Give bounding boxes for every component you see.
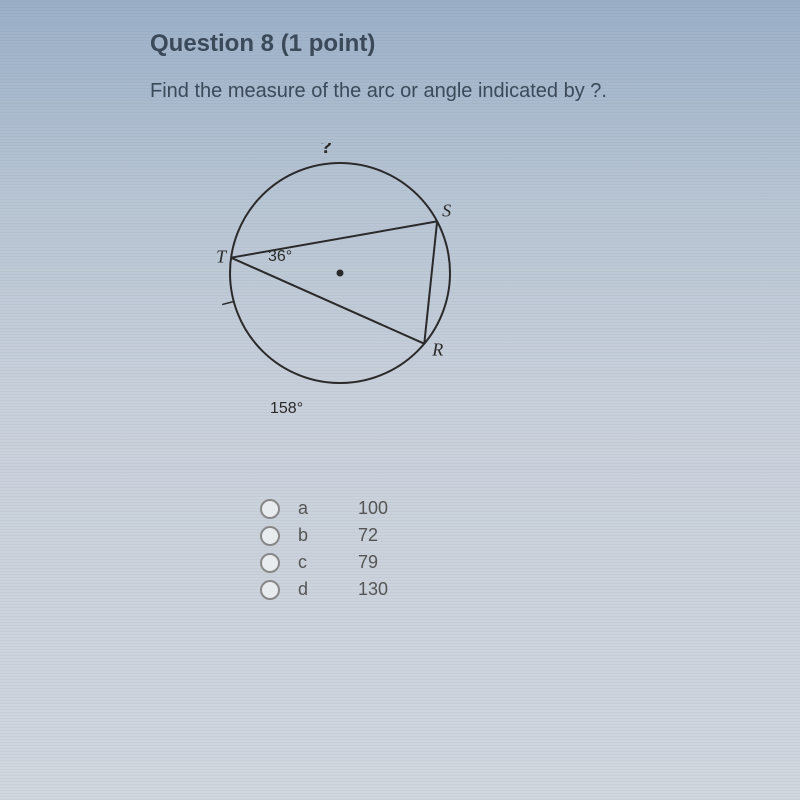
question-header: Question 8 (1 point): [150, 30, 700, 58]
svg-text:158°: 158°: [270, 400, 303, 417]
option-letter: a: [298, 498, 358, 519]
question-prompt: Find the measure of the arc or angle ind…: [150, 80, 700, 103]
radio-icon: [260, 580, 280, 600]
radio-icon: [260, 553, 280, 573]
option-letter: d: [298, 579, 358, 600]
answer-options: a 100 b 72 c 79 d 130: [260, 498, 700, 600]
geometry-svg: T S R? 36° 158°: [190, 143, 510, 433]
option-letter: b: [298, 525, 358, 546]
option-c[interactable]: c 79: [260, 552, 700, 573]
option-value: 100: [358, 498, 388, 519]
radio-icon: [260, 499, 280, 519]
option-letter: c: [298, 552, 358, 573]
svg-text:?: ?: [320, 143, 332, 158]
radio-icon: [260, 526, 280, 546]
option-value: 130: [358, 579, 388, 600]
option-value: 72: [358, 525, 378, 546]
option-d[interactable]: d 130: [260, 579, 700, 600]
svg-text:T: T: [216, 247, 228, 267]
option-value: 79: [358, 552, 378, 573]
option-b[interactable]: b 72: [260, 525, 700, 546]
svg-text:R: R: [431, 340, 443, 360]
svg-text:36°: 36°: [268, 248, 292, 265]
svg-text:S: S: [442, 200, 451, 220]
circle-diagram: T S R? 36° 158°: [190, 143, 700, 438]
option-a[interactable]: a 100: [260, 498, 700, 519]
